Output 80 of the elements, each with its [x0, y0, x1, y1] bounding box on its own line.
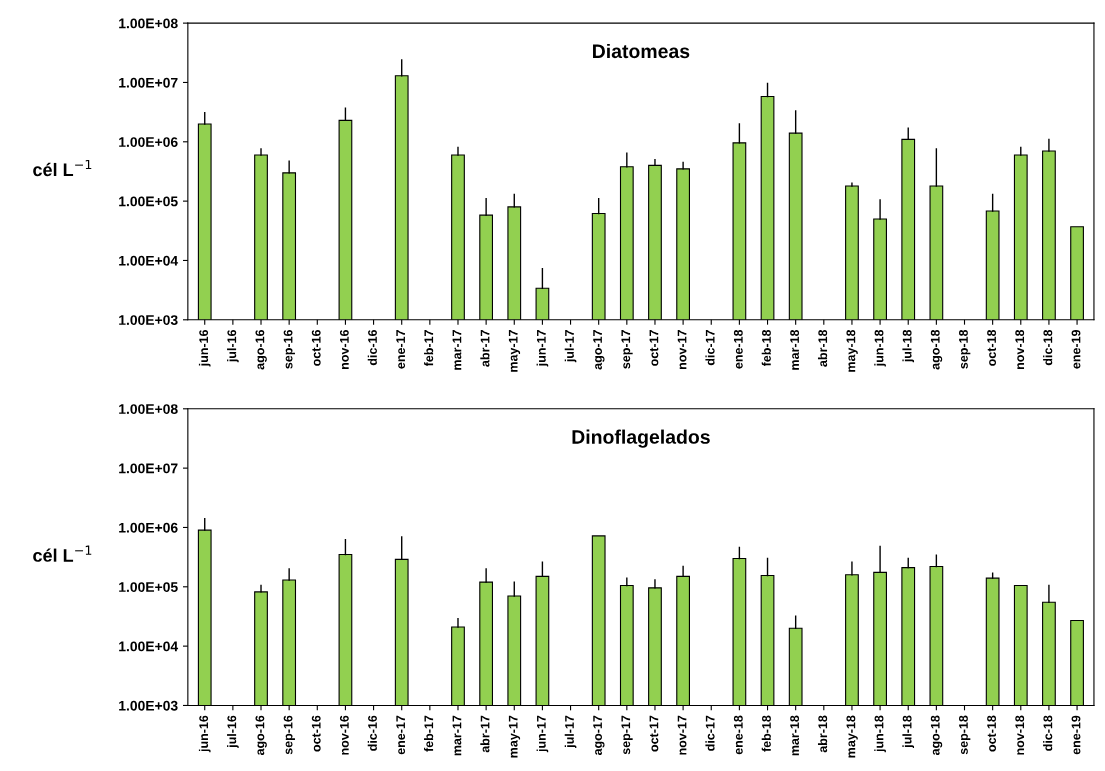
- x-tick-label: dic-18: [1043, 329, 1053, 366]
- x-tick-label: jul-17: [564, 330, 577, 363]
- x-tick-label: oct-18: [987, 329, 996, 366]
- x-tick-label: dic-16: [367, 329, 377, 366]
- x-tick-label: jun-18: [874, 715, 886, 753]
- x-tick-label: nov-16: [339, 715, 349, 755]
- y-tick-label: 1.00E+06: [119, 137, 178, 147]
- x-tick-label: nov-17: [677, 715, 687, 755]
- x-tick-label: ene-17: [396, 330, 406, 369]
- y-axis-title: cél L$^{−1}$: [33, 159, 92, 177]
- x-tick-label: jun-17: [536, 715, 549, 753]
- x-tick-label: abr-18: [817, 329, 828, 367]
- x-tick-label: sep-18: [959, 329, 971, 369]
- x-tick-label: sep-18: [959, 715, 971, 755]
- x-tick-label: ago-17: [593, 330, 605, 370]
- x-tick-label: jun-16: [198, 329, 211, 367]
- x-tick-label: may-17: [508, 715, 521, 758]
- x-tick-label: dic-16: [367, 715, 377, 751]
- x-tick-label: mar-18: [790, 715, 800, 756]
- y-tick-label: 1.00E+03: [119, 700, 178, 711]
- x-tick-label: ago-17: [593, 715, 605, 756]
- x-tick-label: abr-18: [817, 715, 828, 753]
- y-tick-label: 1.00E+08: [119, 404, 178, 414]
- x-tick-label: jun-17: [536, 330, 549, 367]
- x-tick-label: ene-17: [396, 715, 406, 755]
- x-tick-label: oct-16: [311, 329, 321, 366]
- text: Diatomeas: [593, 43, 690, 59]
- x-tick-label: jun-18: [874, 329, 886, 367]
- x-tick-label: oct-17: [649, 330, 659, 366]
- y-tick-label: 1.00E+08: [119, 18, 178, 29]
- x-tick-label: sep-16: [283, 329, 295, 369]
- x-tick-label: jul-16: [227, 715, 239, 749]
- x-tick-label: abr-17: [480, 330, 490, 367]
- x-tick-label: jul-18: [902, 329, 915, 363]
- y-tick-label: 1.00E+07: [119, 463, 178, 474]
- x-tick-label: ago-16: [255, 715, 267, 756]
- x-tick-label: nov-18: [1015, 715, 1025, 755]
- x-tick-label: jul-16: [227, 329, 239, 363]
- y-tick-label: 1.00E+06: [119, 522, 178, 533]
- x-tick-label: feb-17: [424, 715, 434, 752]
- x-tick-label: may-18: [846, 715, 858, 758]
- x-tick-label: ago-16: [255, 329, 267, 370]
- text: Dinoflagelados: [572, 429, 710, 448]
- x-tick-label: dic-18: [1043, 715, 1053, 751]
- y-tick-label: 1.00E+03: [119, 315, 178, 325]
- x-tick-label: nov-18: [1015, 329, 1025, 369]
- x-tick-label: oct-17: [649, 715, 659, 752]
- x-tick-label: mar-17: [452, 715, 462, 756]
- x-tick-label: dic-17: [705, 715, 715, 751]
- x-tick-label: oct-18: [987, 715, 996, 752]
- x-tick-label: mar-18: [790, 329, 800, 370]
- x-tick-label: mar-17: [452, 330, 462, 370]
- y-tick-label: 1.00E+04: [119, 255, 179, 266]
- x-tick-label: feb-18: [761, 715, 771, 752]
- x-tick-label: dic-17: [705, 330, 715, 366]
- x-tick-label: ago-18: [930, 715, 943, 756]
- x-tick-label: nov-17: [677, 330, 687, 369]
- y-tick-label: 1.00E+04: [119, 641, 179, 652]
- x-tick-label: jul-17: [564, 715, 577, 749]
- y-tick-label: 1.00E+05: [119, 196, 178, 207]
- y-tick-label: 1.00E+05: [119, 582, 178, 592]
- x-tick-label: sep-17: [621, 330, 633, 369]
- x-tick-label: sep-16: [283, 715, 295, 755]
- x-tick-label: feb-18: [761, 329, 771, 367]
- x-tick-label: ene-19: [1071, 329, 1081, 369]
- x-tick-label: ene-18: [733, 715, 743, 755]
- x-tick-label: feb-17: [424, 330, 434, 367]
- x-tick-label: nov-16: [339, 329, 349, 369]
- x-tick-label: jun-16: [198, 715, 211, 753]
- x-tick-label: ene-18: [733, 329, 743, 369]
- x-tick-label: may-18: [846, 329, 858, 372]
- x-tick-label: jul-18: [902, 715, 915, 749]
- x-tick-label: ene-19: [1071, 715, 1081, 755]
- x-tick-label: sep-17: [621, 715, 633, 755]
- x-tick-label: ago-18: [930, 329, 943, 370]
- x-tick-label: oct-16: [311, 715, 321, 752]
- y-tick-label: 1.00E+07: [119, 77, 178, 88]
- x-tick-label: abr-17: [480, 715, 490, 753]
- y-axis-title: cél L$^{−1}$: [33, 545, 92, 562]
- x-tick-label: may-17: [508, 330, 521, 372]
